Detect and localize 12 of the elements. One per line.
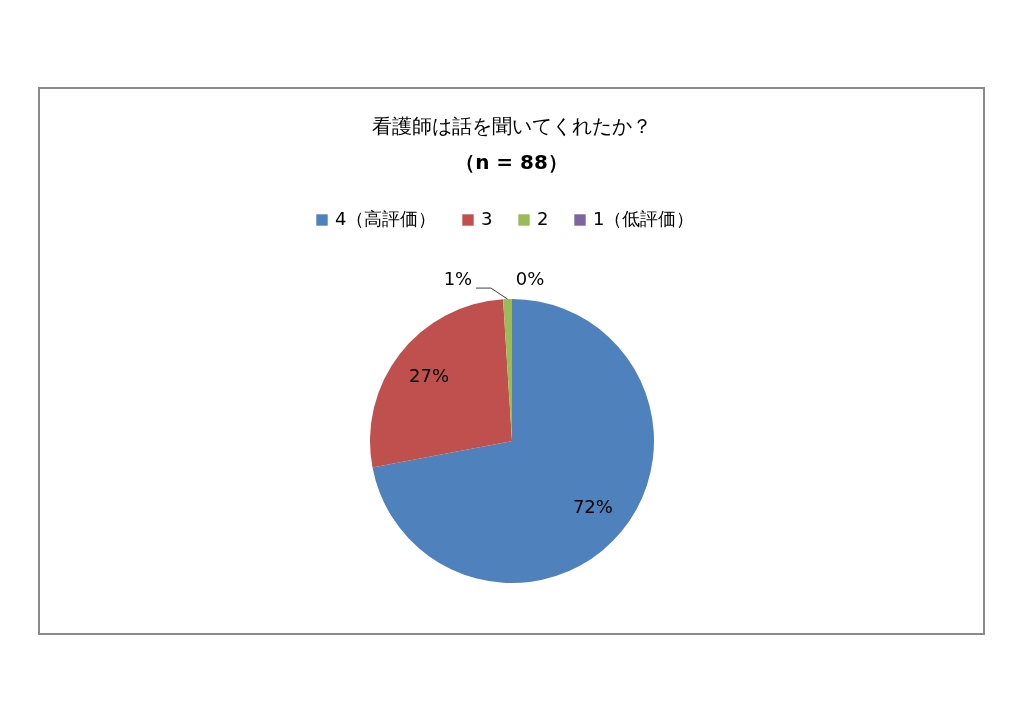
chart-title: 看護師は話を聞いてくれたか？ (371, 114, 652, 138)
legend-label: 1（低評価） (593, 208, 695, 229)
pie-slice (372, 299, 654, 583)
pie-slice (370, 299, 512, 468)
legend-label: 3 (481, 208, 493, 229)
legend-label: 2 (537, 208, 549, 229)
text: 0% (515, 268, 545, 289)
data-label: 72% (572, 495, 613, 517)
data-label: 27% (409, 364, 450, 386)
chart-subtitle: （n = 88） (455, 150, 568, 174)
data-label: 1% (443, 268, 473, 290)
legend-label: 4（高評価） (335, 208, 437, 229)
